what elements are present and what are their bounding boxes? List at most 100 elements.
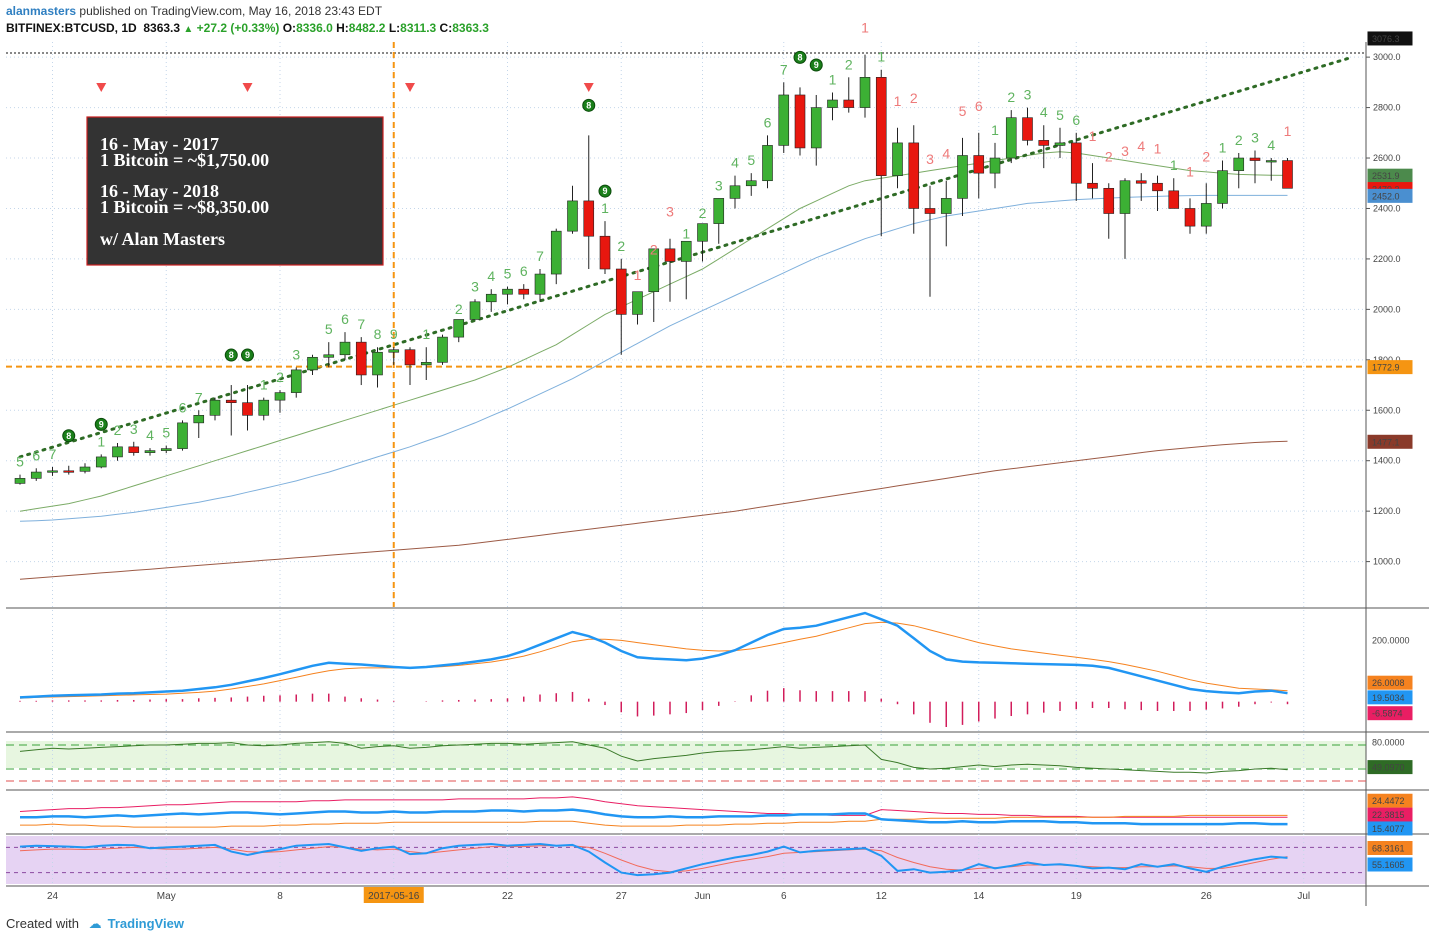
candle-body	[1168, 190, 1180, 209]
publish-line: alanmasters published on TradingView.com…	[6, 4, 382, 18]
sell-signal-icon	[96, 83, 107, 92]
candle-body	[1217, 170, 1228, 204]
tradingview-brand[interactable]: TradingView	[107, 916, 184, 931]
candle-body	[924, 208, 936, 214]
adx-line	[20, 808, 1288, 826]
td-count-label: 7	[195, 389, 203, 405]
time-axis-label: 8	[277, 891, 283, 902]
td-count-label: 4	[731, 155, 739, 171]
td-count-label: 5	[747, 152, 755, 168]
candle-body	[79, 466, 91, 472]
candle-body	[1070, 142, 1082, 184]
candle-body	[745, 180, 757, 187]
dmi-label-bg	[1367, 821, 1413, 836]
candle-body	[420, 362, 432, 366]
td-count-label: 4	[1040, 104, 1048, 120]
candle-body	[225, 399, 237, 403]
rsi-label: 80.0000	[1372, 737, 1405, 747]
time-axis-label: 2017-05-16	[368, 891, 420, 902]
td-count-label: 7	[536, 248, 544, 264]
time-axis-label: 19	[1071, 891, 1083, 902]
td-count-label: 4	[146, 427, 154, 443]
candle-body	[160, 448, 172, 451]
dmi-label: 15.4077	[1372, 824, 1405, 834]
time-axis-label: 14	[973, 891, 985, 902]
candle-body	[63, 470, 75, 473]
axis-tick-label: 1400.0	[1373, 456, 1401, 466]
candle-body	[14, 478, 26, 484]
macd-label: 26.0008	[1372, 678, 1405, 688]
dmi-minus-line	[20, 814, 1288, 828]
td-count-label: 5	[325, 321, 333, 337]
publish-info: published on TradingView.com, May 16, 20…	[79, 4, 383, 18]
td-count-label: 2	[1007, 89, 1015, 105]
td-count-label: 7	[780, 61, 788, 77]
td-count-label: 6	[32, 447, 40, 463]
time-axis-label: 26	[1201, 891, 1213, 902]
tradingview-logo-icon: ☁	[88, 916, 102, 931]
candle-body	[1282, 160, 1293, 189]
axis-tick-label: 1200.0	[1373, 506, 1401, 516]
candle-body	[469, 301, 481, 320]
td-count-label: 1	[1154, 141, 1162, 157]
rsi-label-bg	[1368, 735, 1412, 749]
td-count-label: 2	[845, 56, 853, 72]
td-badge	[793, 50, 807, 64]
stoch-k-line	[19, 842, 1288, 877]
open-label: O:	[282, 21, 297, 35]
price-label-bg	[1367, 31, 1413, 46]
candle-body	[1249, 157, 1261, 161]
macd-label: 200.0000	[1372, 636, 1410, 646]
td-count-label: 3	[130, 421, 138, 437]
price-label: 1477.1	[1372, 437, 1400, 447]
candle-body	[437, 336, 448, 363]
candle-body	[388, 349, 400, 353]
candle-body	[648, 248, 660, 293]
time-axis[interactable]: 24 May 8 2017-05-16 22 27 Jun 6 12 14 19 26 Jul	[47, 887, 1310, 903]
candle-body	[697, 223, 708, 242]
axis-tick-label: 2200.0	[1373, 254, 1401, 264]
stoch-label: 68.3161	[1372, 844, 1405, 854]
td-count-label: 6	[520, 263, 528, 279]
candle-body	[713, 198, 725, 224]
price-axis[interactable]: 1000.0 1200.0 1400.0 1600.0 1800.0 2000.0 2200…	[1366, 31, 1413, 872]
macd-signal-line	[19, 621, 1288, 699]
candle-body	[323, 354, 335, 358]
time-axis-label: 12	[876, 891, 888, 902]
price-label: 2531.9	[1372, 171, 1400, 181]
macd-label-bg	[1367, 675, 1413, 690]
td-badge-label: 9	[602, 186, 607, 196]
td-badge	[582, 98, 596, 112]
td-badge-label: 9	[245, 350, 250, 360]
annotation-box: 16 - May - 2017 1 Bitcoin = ~$1,750.00 1…	[86, 116, 384, 266]
high-label: H:	[336, 21, 349, 35]
td-badge	[94, 417, 108, 431]
td-count-label: 2	[699, 205, 707, 221]
td-count-label: 4	[487, 268, 495, 284]
up-arrow-icon: ▲	[183, 24, 194, 35]
candle-body	[1054, 142, 1066, 146]
td-count-label: 1	[1170, 157, 1178, 173]
candle-body	[680, 240, 692, 262]
author-link[interactable]: alanmasters	[6, 4, 77, 18]
time-axis-label: 22	[502, 891, 514, 902]
candle-body	[355, 341, 367, 376]
td-count-label: 1	[682, 225, 690, 241]
indicator-panes	[6, 611, 1366, 877]
candle-body	[112, 446, 123, 458]
time-axis-label: Jul	[1297, 891, 1310, 902]
td-count-label: 5	[16, 454, 24, 470]
time-axis-label: May	[157, 891, 176, 902]
td-count-label: 1	[1089, 128, 1097, 144]
time-axis-label: Jun	[694, 891, 710, 902]
td-count-label: 2	[910, 90, 918, 106]
candle-body	[290, 369, 302, 393]
change-value: +27.2 (+0.33%)	[196, 21, 280, 35]
candle-body	[908, 142, 920, 209]
td-count-label: 7	[357, 316, 365, 332]
td-count-label: 2	[276, 369, 284, 385]
price-label-bg	[1367, 434, 1413, 449]
axis-tick-label: 2000.0	[1373, 304, 1401, 314]
